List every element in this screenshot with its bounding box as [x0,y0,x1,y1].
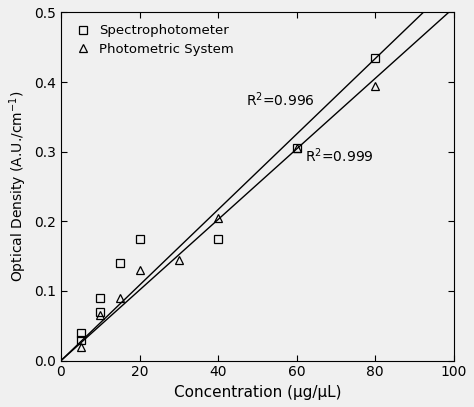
Photometric System [215,215,221,220]
Spectrophotometer [78,337,83,342]
Spectrophotometer [98,295,103,300]
Spectrophotometer [373,55,378,60]
X-axis label: Concentration (μg/μL): Concentration (μg/μL) [173,385,341,400]
Photometric System [137,268,142,273]
Spectrophotometer [294,146,300,151]
Text: R$^2$=0.999: R$^2$=0.999 [305,147,374,165]
Text: R$^2$=0.996: R$^2$=0.996 [246,91,314,109]
Photometric System [294,146,300,151]
Spectrophotometer [78,330,83,335]
Photometric System [176,257,182,262]
Spectrophotometer [215,236,221,241]
Photometric System [373,83,378,88]
Y-axis label: Optical Density (A.U./cm$^{-1}$): Optical Density (A.U./cm$^{-1}$) [7,91,28,282]
Spectrophotometer [117,261,123,266]
Spectrophotometer [98,309,103,314]
Legend: Spectrophotometer, Photometric System: Spectrophotometer, Photometric System [68,19,239,61]
Line: Photometric System: Photometric System [76,81,380,351]
Line: Spectrophotometer: Spectrophotometer [76,54,380,344]
Photometric System [78,344,83,349]
Photometric System [98,313,103,318]
Spectrophotometer [137,236,142,241]
Photometric System [117,295,123,300]
